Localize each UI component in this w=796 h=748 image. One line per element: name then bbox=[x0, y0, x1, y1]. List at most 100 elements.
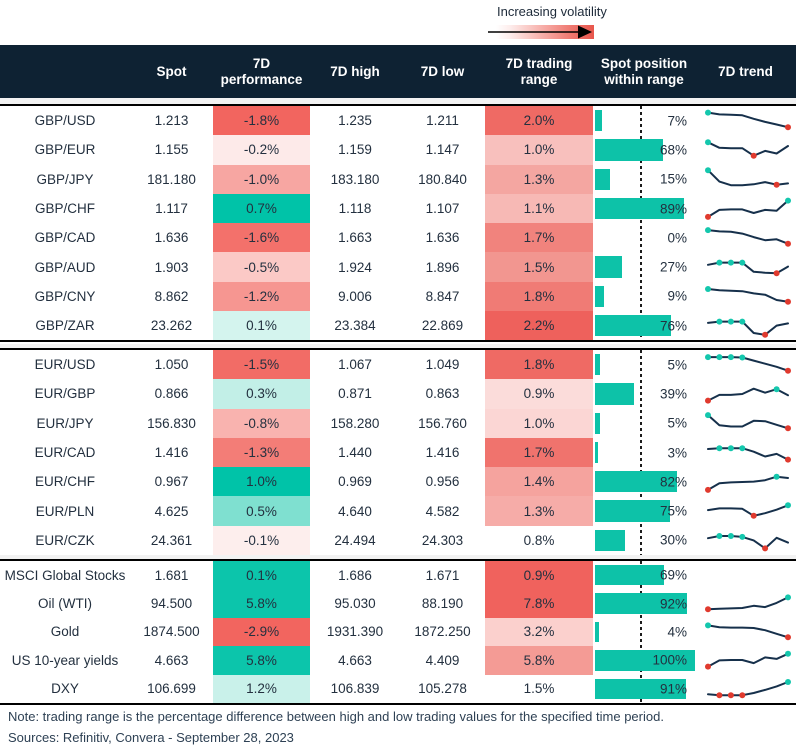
performance-cell: 0.1% bbox=[213, 561, 310, 590]
performance-cell: -0.2% bbox=[213, 135, 310, 165]
spot-position-cell: 68% bbox=[593, 135, 695, 164]
position-value: 100% bbox=[652, 652, 687, 668]
low-marker-dot bbox=[727, 691, 734, 698]
high-marker-dot bbox=[705, 226, 711, 233]
trend-cell bbox=[695, 106, 796, 135]
position-value: 69% bbox=[659, 567, 687, 583]
spot-position-cell: 76% bbox=[593, 311, 695, 340]
table-row: EUR/JPY 156.830 -0.8% 158.280 156.760 1.0% 5% bbox=[0, 408, 796, 438]
position-bar bbox=[595, 383, 634, 405]
low-marker-dot bbox=[785, 456, 791, 463]
block-divider bbox=[0, 344, 796, 348]
table-row: EUR/CZK 24.361 -0.1% 24.494 24.303 0.8% 30% bbox=[0, 525, 796, 556]
high-value: 23.384 bbox=[334, 318, 376, 334]
spot-position-cell: 5% bbox=[593, 409, 695, 438]
trend-cell bbox=[695, 618, 796, 646]
position-value: 0% bbox=[667, 230, 687, 246]
low-value: 105.278 bbox=[418, 681, 467, 697]
low-marker-dot bbox=[785, 123, 791, 130]
low-marker-dot bbox=[762, 545, 769, 552]
trend-cell bbox=[695, 675, 796, 703]
low-value: 1.107 bbox=[425, 201, 460, 217]
spot-position-cell: 89% bbox=[593, 194, 695, 223]
position-value: 9% bbox=[667, 288, 687, 304]
position-bar bbox=[595, 500, 670, 522]
high-value: 1.686 bbox=[338, 567, 372, 583]
spot-value: 8.862 bbox=[154, 288, 189, 304]
performance-cell: -1.0% bbox=[213, 164, 310, 194]
position-bar bbox=[595, 315, 671, 337]
performance-cell: -1.5% bbox=[213, 350, 310, 380]
high-marker-dot bbox=[739, 354, 746, 361]
position-bar bbox=[595, 565, 664, 586]
low-value: 1.671 bbox=[425, 567, 460, 583]
low-value: 1.636 bbox=[425, 230, 460, 246]
midpoint-dashed-line bbox=[640, 350, 642, 556]
performance-cell: 5.8% bbox=[213, 646, 310, 675]
table-block-3: MSCI Global Stocks 1.681 0.1% 1.686 1.671 0.9… bbox=[0, 559, 796, 705]
position-value: 4% bbox=[667, 624, 687, 640]
position-bar bbox=[595, 529, 625, 552]
position-bar bbox=[595, 285, 604, 308]
performance-cell: -1.2% bbox=[213, 281, 310, 312]
high-marker-dot bbox=[705, 412, 711, 419]
trend-cell bbox=[695, 165, 796, 194]
spot-value: 1.155 bbox=[154, 142, 189, 158]
low-marker-dot bbox=[739, 691, 746, 698]
pair-label: GBP/JPY bbox=[36, 171, 94, 187]
high-value: 1.067 bbox=[338, 357, 372, 373]
spot-value: 181.180 bbox=[147, 171, 196, 187]
position-value: 7% bbox=[667, 113, 687, 129]
low-value: 1.211 bbox=[426, 113, 459, 129]
table-block-1: GBP/USD 1.213 -1.8% 1.235 1.211 2.0% 7% GBP/EUR… bbox=[0, 104, 796, 343]
position-bar bbox=[595, 139, 663, 161]
trend-cell bbox=[695, 223, 796, 252]
high-marker-dot bbox=[705, 109, 711, 116]
position-value: 91% bbox=[659, 681, 687, 697]
trading-range-cell: 0.9% bbox=[485, 561, 593, 590]
trend-cell bbox=[695, 526, 796, 555]
trading-range-cell: 1.1% bbox=[485, 193, 593, 224]
trend-sparkline bbox=[705, 139, 789, 159]
trend-cell bbox=[695, 282, 796, 311]
pair-label: GBP/CHF bbox=[34, 201, 95, 217]
low-value: 156.760 bbox=[418, 415, 467, 431]
position-value: 92% bbox=[659, 596, 687, 612]
high-marker-dot bbox=[716, 533, 723, 540]
pair-label: DXY bbox=[51, 681, 79, 697]
table-row: GBP/USD 1.213 -1.8% 1.235 1.211 2.0% 7% bbox=[0, 106, 796, 136]
spot-position-cell: 4% bbox=[593, 618, 695, 646]
spot-value: 24.361 bbox=[150, 532, 193, 548]
trading-range-cell: 1.7% bbox=[485, 437, 593, 468]
high-marker-dot bbox=[739, 444, 746, 451]
low-value: 22.869 bbox=[421, 318, 464, 334]
pair-label: Oil (WTI) bbox=[38, 596, 92, 612]
trend-sparkline bbox=[707, 318, 789, 338]
high-marker-dot bbox=[727, 533, 734, 540]
low-value: 1872.250 bbox=[414, 624, 471, 640]
trend-cell bbox=[695, 496, 796, 525]
high-value: 9.006 bbox=[338, 288, 372, 304]
performance-cell: -0.5% bbox=[213, 252, 310, 282]
pair-label: EUR/JPY bbox=[36, 415, 94, 431]
position-value: 75% bbox=[659, 503, 687, 519]
position-bar bbox=[595, 412, 600, 434]
high-marker-dot bbox=[739, 318, 746, 325]
trading-range-cell: 1.8% bbox=[485, 350, 593, 380]
position-value: 76% bbox=[659, 318, 687, 334]
trading-range-cell: 7.8% bbox=[485, 589, 593, 618]
spot-value: 23.262 bbox=[150, 318, 193, 334]
low-value: 0.863 bbox=[425, 386, 460, 402]
pair-label: MSCI Global Stocks bbox=[4, 567, 126, 583]
spot-position-cell: 0% bbox=[593, 223, 695, 252]
low-marker-dot bbox=[773, 181, 780, 188]
table-row: GBP/CHF 1.117 0.7% 1.118 1.107 1.1% 89% bbox=[0, 193, 796, 224]
sources-text: Sources: Refinitiv, Convera - September … bbox=[8, 730, 294, 745]
pair-label: EUR/GBP bbox=[34, 386, 96, 402]
trend-sparkline bbox=[705, 353, 791, 374]
trend-sparkline bbox=[707, 259, 789, 277]
low-value: 180.840 bbox=[418, 171, 467, 187]
low-marker-dot bbox=[705, 605, 711, 612]
block-divider bbox=[0, 555, 796, 559]
